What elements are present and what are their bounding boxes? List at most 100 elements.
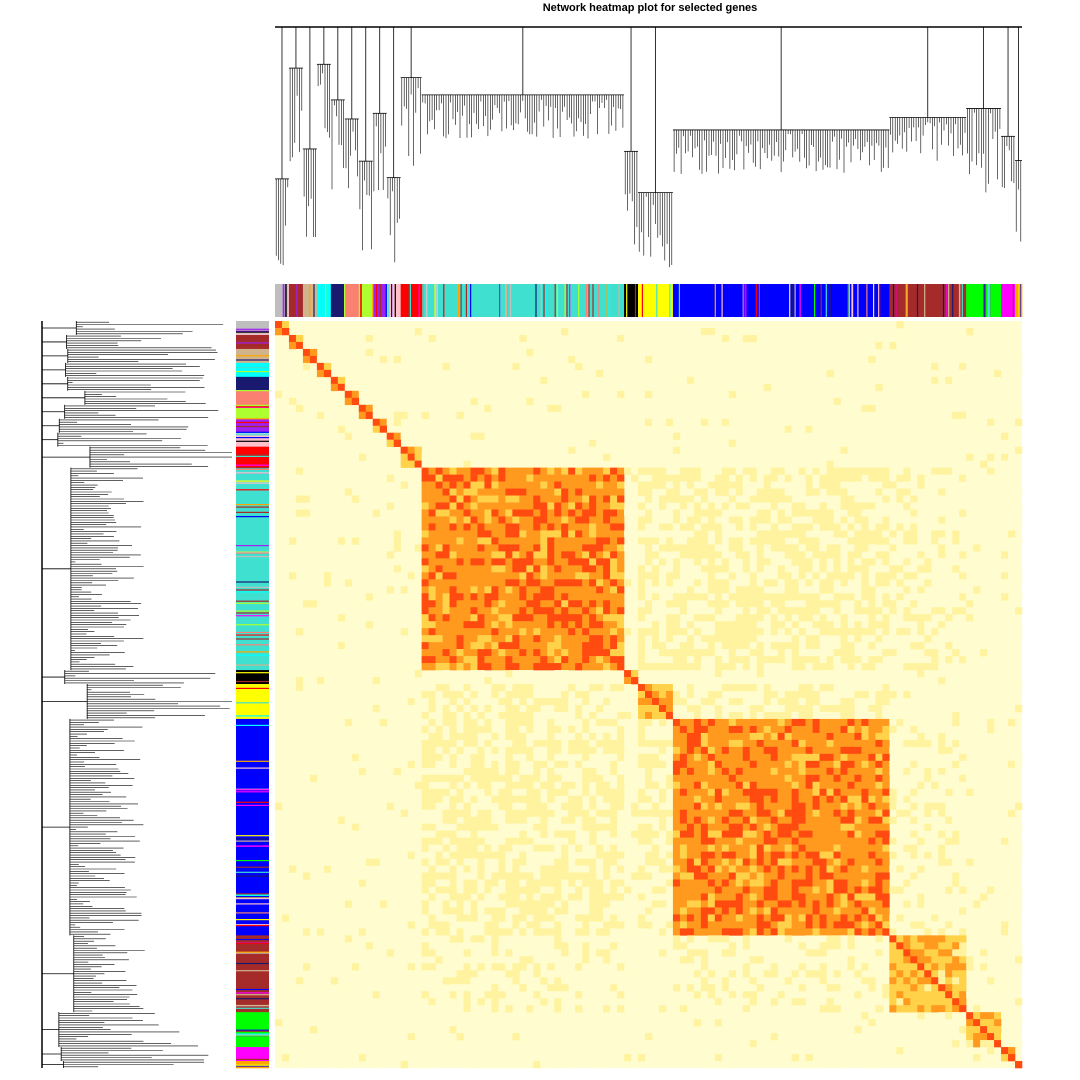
heatmap-cell: [582, 614, 590, 622]
heatmap-cell: [707, 684, 716, 692]
heatmap-cell: [365, 725, 374, 734]
heatmap-cell: [645, 390, 653, 399]
heatmap-cell: [938, 369, 946, 378]
heatmap-cell: [812, 565, 820, 573]
heatmap-cell: [693, 537, 702, 545]
heatmap-cell: [344, 767, 353, 776]
heatmap-cell: [428, 488, 436, 496]
heatmap-cell: [910, 767, 918, 776]
heatmap-cell: [763, 383, 771, 392]
heatmap-cell: [547, 502, 555, 510]
heatmap-cell: [554, 593, 562, 601]
heatmap-cell: [589, 502, 597, 510]
heatmap-cell: [519, 663, 527, 671]
heatmap-cell: [798, 607, 806, 615]
heatmap-cell: [840, 593, 848, 601]
heatmap-cell: [784, 607, 792, 615]
heatmap-cell: [777, 767, 785, 776]
left-colorbar-streak: [236, 472, 269, 474]
heatmap-cell: [491, 544, 499, 552]
heatmap-cell: [742, 558, 751, 566]
heatmap-cell: [749, 593, 758, 601]
heatmap-cell: [756, 600, 764, 608]
heatmap-cell: [966, 453, 974, 461]
heatmap-cell: [679, 474, 688, 482]
heatmap-cell: [561, 656, 569, 664]
heatmap-cell: [295, 711, 304, 720]
heatmap-cell: [519, 614, 527, 622]
heatmap-cell: [295, 467, 304, 475]
heatmap-cell: [812, 656, 820, 664]
heatmap-cell: [351, 509, 360, 517]
heatmap-cell: [428, 327, 436, 336]
heatmap-cell: [959, 656, 967, 664]
heatmap-cell: [861, 565, 869, 573]
heatmap-cell: [700, 446, 709, 454]
heatmap-cell: [693, 711, 702, 720]
heatmap-cell: [505, 753, 513, 762]
heatmap-cell: [561, 516, 569, 524]
heatmap-cell: [735, 691, 744, 699]
heatmap-cell: [735, 362, 744, 371]
top-colorbar-red: [400, 284, 422, 317]
heatmap-cell: [714, 481, 723, 489]
heatmap-cell: [966, 691, 974, 699]
heatmap-cell: [568, 621, 576, 629]
heatmap-cell: [428, 523, 436, 531]
heatmap-cell: [763, 488, 771, 496]
heatmap-cell: [463, 621, 471, 629]
heatmap-cell: [561, 495, 569, 503]
heatmap-cell: [910, 586, 918, 594]
heatmap-cell: [819, 509, 827, 517]
heatmap-cell: [610, 621, 618, 629]
heatmap-cell: [980, 565, 988, 573]
heatmap-cell: [358, 753, 367, 762]
heatmap-cell: [498, 516, 506, 524]
heatmap-cell: [826, 425, 834, 433]
heatmap-cell: [868, 753, 876, 762]
top-colorbar-misc: [288, 284, 304, 317]
heatmap-cell: [491, 411, 499, 420]
heatmap-cell: [707, 523, 716, 531]
heatmap-cell: [442, 600, 450, 608]
top-colorbar-streak: [372, 284, 374, 317]
heatmap-cell: [1015, 572, 1023, 580]
heatmap-cell: [449, 495, 457, 503]
heatmap-cell: [686, 760, 695, 769]
heatmap-cell: [763, 718, 771, 727]
top-colorbar-streak: [394, 284, 396, 317]
heatmap-cell: [568, 663, 576, 671]
heatmap-cell: [645, 704, 653, 713]
heatmap-cell: [672, 704, 681, 713]
heatmap-cell: [833, 551, 841, 559]
heatmap-cell: [1001, 551, 1009, 559]
heatmap-cell: [735, 684, 744, 692]
heatmap-cell: [400, 516, 408, 524]
heatmap-cell: [805, 704, 813, 713]
heatmap-cell: [463, 404, 471, 413]
heatmap-cell: [505, 704, 513, 713]
heatmap-cell: [498, 663, 506, 671]
heatmap-cell: [833, 502, 841, 510]
heatmap-cell: [889, 760, 897, 769]
heatmap-cell: [749, 565, 758, 573]
heatmap-cell: [924, 495, 932, 503]
heatmap-cell: [980, 439, 988, 447]
top-colorbar-streak: [820, 284, 822, 317]
heatmap-cell: [875, 663, 883, 671]
heatmap-cell: [749, 628, 758, 636]
heatmap-cell: [358, 656, 367, 664]
heatmap-cell: [1001, 530, 1009, 538]
heatmap-cell: [679, 418, 688, 427]
heatmap-cell: [917, 404, 925, 413]
heatmap-cell: [861, 760, 869, 769]
heatmap-cell: [819, 711, 827, 720]
heatmap-cell: [924, 635, 932, 643]
heatmap-cell: [610, 495, 618, 503]
heatmap-cell: [700, 439, 709, 447]
heatmap-cell: [589, 732, 597, 741]
heatmap-cell: [889, 502, 897, 510]
heatmap-cell: [582, 697, 590, 706]
heatmap-cell: [728, 621, 737, 629]
heatmap-cell: [693, 579, 702, 587]
